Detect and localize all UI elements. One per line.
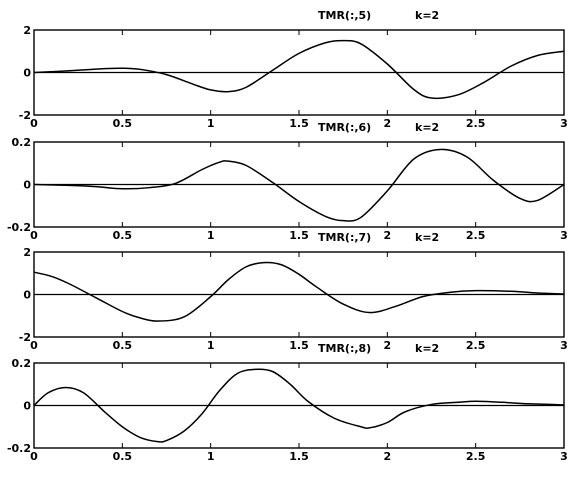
x-tick-label: 1.5 bbox=[289, 450, 309, 463]
x-tick-label: 3 bbox=[560, 450, 568, 463]
x-tick-label: 2 bbox=[384, 229, 392, 242]
panel-annotation: k=2 bbox=[415, 9, 439, 22]
x-tick-label: 2.5 bbox=[466, 339, 486, 352]
series-line bbox=[33, 39, 565, 100]
panel-annotation: k=2 bbox=[415, 121, 439, 134]
series-line bbox=[33, 148, 565, 222]
series-line bbox=[33, 261, 565, 322]
x-tick-label: 2.5 bbox=[466, 117, 486, 130]
x-tick-label: 3 bbox=[560, 229, 568, 242]
x-tick-label: 1.5 bbox=[289, 229, 309, 242]
y-tick-label: 0 bbox=[23, 179, 31, 192]
y-tick-label: -2 bbox=[19, 109, 31, 122]
x-tick-label: 0.5 bbox=[113, 339, 133, 352]
y-tick-label: -0.2 bbox=[7, 221, 31, 234]
panel-annotation: k=2 bbox=[415, 231, 439, 244]
x-tick-label: 1 bbox=[207, 117, 215, 130]
y-tick-label: 2 bbox=[23, 246, 31, 259]
x-tick-label: 2 bbox=[384, 450, 392, 463]
x-tick-label: 0 bbox=[30, 229, 38, 242]
x-tick-label: 2.5 bbox=[466, 450, 486, 463]
panel-annotation: k=2 bbox=[415, 342, 439, 355]
x-tick-label: 0 bbox=[30, 117, 38, 130]
x-tick-label: 0.5 bbox=[113, 117, 133, 130]
y-tick-label: 0.2 bbox=[12, 136, 32, 149]
x-tick-label: 2 bbox=[384, 117, 392, 130]
panel-title: TMR(:,8) bbox=[318, 342, 371, 355]
x-tick-label: 1.5 bbox=[289, 339, 309, 352]
y-tick-label: 0 bbox=[23, 400, 31, 413]
x-tick-label: 0.5 bbox=[113, 229, 133, 242]
x-tick-label: 1.5 bbox=[289, 117, 309, 130]
y-tick-label: 2 bbox=[23, 24, 31, 37]
x-tick-label: 1 bbox=[207, 339, 215, 352]
x-tick-label: 0 bbox=[30, 450, 38, 463]
y-tick-label: 0 bbox=[23, 67, 31, 80]
x-tick-label: 0 bbox=[30, 339, 38, 352]
x-tick-label: 3 bbox=[560, 117, 568, 130]
series-line bbox=[33, 368, 565, 443]
x-tick-label: 2.5 bbox=[466, 229, 486, 242]
y-tick-label: -0.2 bbox=[7, 442, 31, 455]
y-tick-label: -2 bbox=[19, 331, 31, 344]
y-tick-label: 0 bbox=[23, 289, 31, 302]
panel-title: TMR(:,5) bbox=[318, 9, 371, 22]
x-tick-label: 3 bbox=[560, 339, 568, 352]
x-tick-label: 0.5 bbox=[113, 450, 133, 463]
panel-title: TMR(:,7) bbox=[318, 231, 371, 244]
panel-title: TMR(:,6) bbox=[318, 121, 371, 134]
x-tick-label: 1 bbox=[207, 229, 215, 242]
x-tick-label: 1 bbox=[207, 450, 215, 463]
x-tick-label: 2 bbox=[384, 339, 392, 352]
y-tick-label: 0.2 bbox=[12, 357, 32, 370]
